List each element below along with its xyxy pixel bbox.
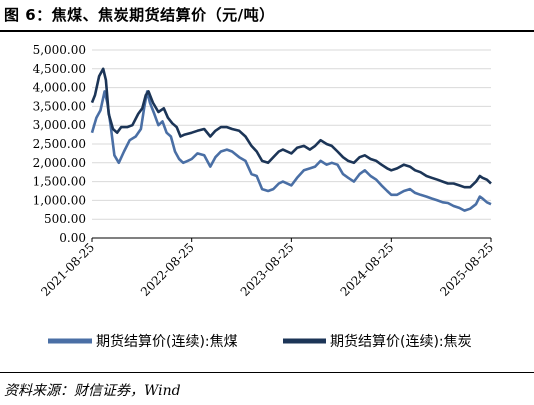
y-tick-label: 4,000.00	[33, 81, 86, 95]
legend-label: 期货结算价(连续):焦炭	[330, 333, 472, 350]
y-tick-label: 2,000.00	[33, 156, 86, 170]
x-tick-label: 2025-08-25	[437, 240, 496, 299]
legend-label: 期货结算价(连续):焦煤	[96, 333, 238, 350]
series-line-coke	[90, 67, 492, 189]
y-tick-label: 5,000.00	[33, 43, 86, 57]
figure-title: 图 6：焦煤、焦炭期货结算价（元/吨）	[4, 6, 275, 24]
y-tick-label: 1,000.00	[33, 193, 86, 207]
y-axis: 5,000.00 4,500.00 4,000.00 3,500.00 3,000.00…	[33, 43, 86, 245]
series-group	[90, 67, 492, 212]
y-tick-label: 3,500.00	[33, 99, 86, 113]
grid-lines	[92, 49, 491, 220]
y-tick-label: 4,500.00	[33, 62, 86, 76]
bottom-rule	[0, 372, 534, 373]
series-line-coking-coal	[90, 90, 492, 212]
y-tick-label: 3,000.00	[33, 118, 86, 132]
y-tick-label: 0.00	[59, 231, 86, 245]
line-chart: 5,000.00 4,500.00 4,000.00 3,500.00 3,000.00…	[33, 43, 497, 350]
source-note: 资料来源：财信证券，Wind	[4, 383, 181, 399]
y-tick-label: 1,500.00	[33, 175, 86, 189]
x-tick-label: 2023-08-25	[238, 240, 297, 299]
top-rule	[0, 30, 534, 32]
y-tick-label: 2,500.00	[33, 137, 86, 151]
x-axis: 2021-08-25 2022-08-25 2023-08-25 2024-08-25…	[38, 237, 496, 299]
x-tick-label: 2022-08-25	[138, 240, 197, 299]
x-tick-label: 2024-08-25	[338, 240, 397, 299]
legend: 期货结算价(连续):焦煤 期货结算价(连续):焦炭	[48, 333, 472, 350]
y-tick-label: 500.00	[44, 212, 86, 226]
x-tick-label: 2021-08-25	[38, 240, 97, 299]
